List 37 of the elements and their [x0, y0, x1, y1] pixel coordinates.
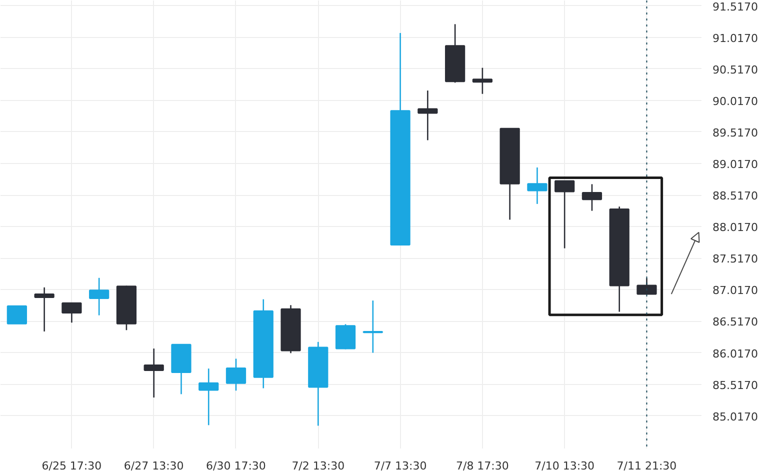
- candlestick: [472, 67, 492, 95]
- x-tick-label: 6/27 13:30: [124, 460, 184, 472]
- x-tick-label: 7/2 13:30: [292, 460, 345, 472]
- x-tick-label: 6/25 17:30: [42, 460, 102, 472]
- x-tick-label: 7/10 13:30: [534, 460, 595, 472]
- candlestick: [62, 302, 82, 324]
- x-tick-label: 6/30 17:30: [206, 460, 266, 472]
- y-tick-label: 91.0170: [712, 32, 758, 45]
- candlestick: [198, 368, 219, 426]
- y-tick-label: 90.5170: [712, 63, 758, 76]
- y-tick-label: 91.5170: [712, 0, 758, 14]
- candlestick: [362, 300, 383, 354]
- y-tick-label: 86.0170: [712, 347, 758, 360]
- candlestick: [335, 324, 356, 350]
- y-tick-label: 85.0170: [712, 410, 758, 424]
- candlestick: [582, 184, 602, 212]
- candlestick: [6, 305, 27, 324]
- y-tick-label: 85.5170: [712, 378, 758, 392]
- candlestick: [34, 286, 54, 332]
- y-tick-label: 86.5170: [712, 316, 758, 329]
- y-tick-label: 88.5170: [712, 190, 758, 203]
- y-tick-label: 88.0170: [712, 221, 758, 234]
- candlestick: [144, 348, 164, 398]
- candlestick: [418, 90, 438, 141]
- y-tick-label: 87.0170: [712, 284, 758, 298]
- x-tick-label: 7/11 21:30: [616, 460, 677, 472]
- x-tick-label: 7/7 13:30: [374, 460, 427, 472]
- y-tick-label: 89.5170: [712, 126, 758, 140]
- y-tick-label: 90.0170: [712, 94, 758, 108]
- candlestick: [554, 180, 575, 249]
- x-tick-label: 7/8 17:30: [456, 460, 509, 472]
- y-tick-label: 89.0170: [712, 158, 758, 171]
- candlestick: [636, 277, 657, 295]
- candlestick: [89, 277, 110, 316]
- candlestick: [527, 166, 548, 205]
- candlestick: [226, 358, 246, 392]
- y-tick-label: 87.5170: [712, 252, 758, 266]
